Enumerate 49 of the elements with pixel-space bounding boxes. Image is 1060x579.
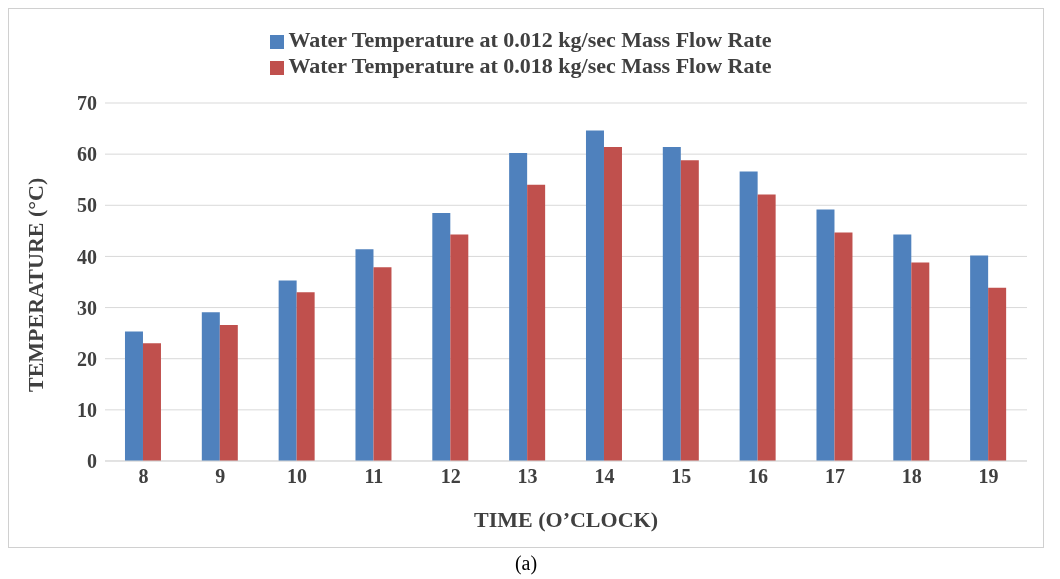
bar: [816, 209, 835, 461]
bar: [219, 324, 238, 461]
x-tick-label: 8: [138, 465, 149, 488]
bar: [527, 184, 546, 461]
legend-label: Water Temperature at 0.012 kg/sec Mass Flow Rate: [288, 27, 772, 52]
x-tick-label: 14: [594, 465, 615, 488]
bar: [662, 146, 681, 461]
x-tick-label: 16: [748, 465, 769, 488]
bar: [988, 287, 1007, 461]
bar: [296, 292, 315, 461]
text: (a): [513, 552, 539, 575]
bar: [278, 280, 297, 461]
y-tick-label: 60: [77, 143, 97, 166]
x-tick-label: 19: [978, 465, 999, 488]
bar: [373, 267, 392, 461]
bar: [124, 331, 143, 461]
bar: [432, 212, 451, 461]
x-tick-label: 11: [364, 465, 384, 488]
x-tick-label: 10: [287, 465, 308, 488]
y-tick-label: 50: [77, 194, 97, 217]
bar: [739, 171, 758, 461]
x-tick-label: 17: [824, 465, 845, 488]
x-tick-label: 9: [215, 465, 226, 488]
x-tick-label: 13: [517, 465, 538, 488]
bar: [680, 160, 699, 461]
bar: [450, 234, 469, 461]
bar: [142, 343, 161, 461]
bar: [355, 249, 374, 461]
y-tick-label: 40: [77, 245, 97, 268]
y-axis-title: TEMPERATURE (°C): [22, 177, 48, 392]
y-tick-label: 10: [77, 398, 97, 421]
bar: [911, 262, 930, 461]
bar: [509, 153, 528, 461]
bar: [970, 255, 989, 461]
x-tick-label: 15: [671, 465, 692, 488]
x-axis-title: TIME (O’CLOCK): [474, 507, 658, 532]
y-tick-label: 70: [77, 92, 97, 115]
y-tick-label: 30: [77, 296, 97, 319]
bar: [834, 232, 853, 461]
bar: [893, 234, 912, 461]
bar: [201, 312, 220, 461]
y-tick-label: 0: [87, 450, 97, 473]
bar: [585, 130, 604, 461]
x-tick-label: 18: [901, 465, 922, 488]
x-tick-label: 12: [440, 465, 461, 488]
y-tick-label: 20: [77, 347, 97, 370]
bar: [603, 146, 622, 461]
bar: [757, 194, 776, 461]
legend-label: Water Temperature at 0.018 kg/sec Mass Flow Rate: [288, 53, 772, 78]
